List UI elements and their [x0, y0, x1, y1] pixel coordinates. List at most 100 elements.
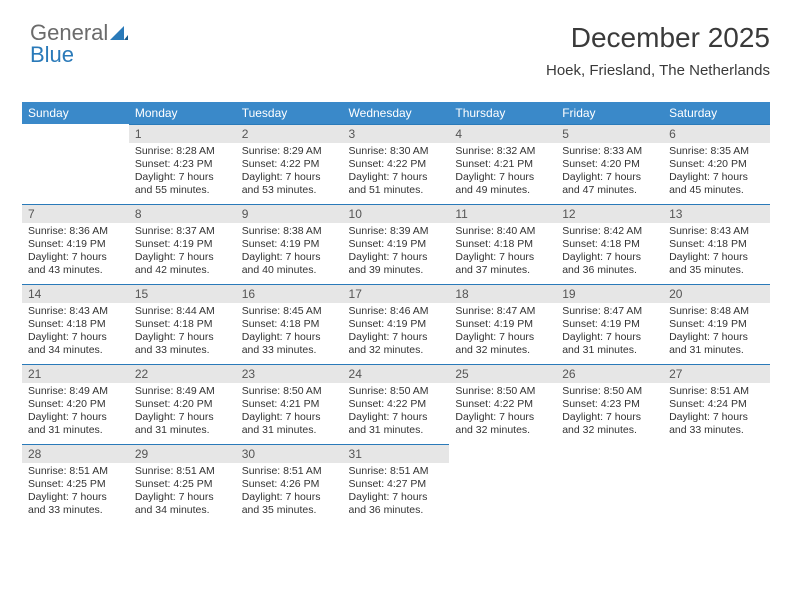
calendar-day-cell: 19Sunrise: 8:47 AMSunset: 4:19 PMDayligh… — [556, 284, 663, 364]
calendar-day-cell: 24Sunrise: 8:50 AMSunset: 4:22 PMDayligh… — [343, 364, 450, 444]
daylight-text: Daylight: 7 hours and 33 minutes. — [242, 331, 337, 357]
location-subtitle: Hoek, Friesland, The Netherlands — [546, 62, 770, 79]
daylight-text: Daylight: 7 hours and 32 minutes. — [562, 411, 657, 437]
day-number: 8 — [129, 204, 236, 223]
day-number: 23 — [236, 364, 343, 383]
weekday-header: Saturday — [663, 102, 770, 124]
calendar-day-cell: 20Sunrise: 8:48 AMSunset: 4:19 PMDayligh… — [663, 284, 770, 364]
calendar-day-cell — [556, 444, 663, 524]
daylight-text: Daylight: 7 hours and 31 minutes. — [669, 331, 764, 357]
daylight-text: Daylight: 7 hours and 34 minutes. — [135, 491, 230, 517]
calendar-week-row: 7Sunrise: 8:36 AMSunset: 4:19 PMDaylight… — [22, 204, 770, 284]
daylight-text: Daylight: 7 hours and 53 minutes. — [242, 171, 337, 197]
daylight-text: Daylight: 7 hours and 31 minutes. — [28, 411, 123, 437]
sunrise-text: Sunrise: 8:51 AM — [669, 385, 764, 398]
sunrise-text: Sunrise: 8:30 AM — [349, 145, 444, 158]
calendar-day-cell: 10Sunrise: 8:39 AMSunset: 4:19 PMDayligh… — [343, 204, 450, 284]
calendar-day-cell: 30Sunrise: 8:51 AMSunset: 4:26 PMDayligh… — [236, 444, 343, 524]
sunset-text: Sunset: 4:18 PM — [242, 318, 337, 331]
daylight-text: Daylight: 7 hours and 31 minutes. — [349, 411, 444, 437]
day-number: 22 — [129, 364, 236, 383]
sunset-text: Sunset: 4:18 PM — [135, 318, 230, 331]
sunrise-text: Sunrise: 8:47 AM — [455, 305, 550, 318]
sunset-text: Sunset: 4:18 PM — [669, 238, 764, 251]
sunset-text: Sunset: 4:23 PM — [135, 158, 230, 171]
sunset-text: Sunset: 4:25 PM — [28, 478, 123, 491]
sunset-text: Sunset: 4:19 PM — [669, 318, 764, 331]
day-number: 3 — [343, 124, 450, 143]
calendar-day-cell: 13Sunrise: 8:43 AMSunset: 4:18 PMDayligh… — [663, 204, 770, 284]
sunset-text: Sunset: 4:22 PM — [349, 158, 444, 171]
daylight-text: Daylight: 7 hours and 36 minutes. — [349, 491, 444, 517]
day-info: Sunrise: 8:43 AMSunset: 4:18 PMDaylight:… — [663, 223, 770, 284]
calendar-day-cell: 9Sunrise: 8:38 AMSunset: 4:19 PMDaylight… — [236, 204, 343, 284]
calendar-day-cell: 4Sunrise: 8:32 AMSunset: 4:21 PMDaylight… — [449, 124, 556, 204]
day-info: Sunrise: 8:46 AMSunset: 4:19 PMDaylight:… — [343, 303, 450, 364]
day-info: Sunrise: 8:50 AMSunset: 4:21 PMDaylight:… — [236, 383, 343, 444]
day-info: Sunrise: 8:49 AMSunset: 4:20 PMDaylight:… — [129, 383, 236, 444]
daylight-text: Daylight: 7 hours and 36 minutes. — [562, 251, 657, 277]
day-number: 18 — [449, 284, 556, 303]
daylight-text: Daylight: 7 hours and 39 minutes. — [349, 251, 444, 277]
day-number: 21 — [22, 364, 129, 383]
sunset-text: Sunset: 4:22 PM — [455, 398, 550, 411]
day-info: Sunrise: 8:48 AMSunset: 4:19 PMDaylight:… — [663, 303, 770, 364]
sunset-text: Sunset: 4:21 PM — [455, 158, 550, 171]
day-number: 10 — [343, 204, 450, 223]
daylight-text: Daylight: 7 hours and 31 minutes. — [242, 411, 337, 437]
sunrise-text: Sunrise: 8:32 AM — [455, 145, 550, 158]
calendar-day-cell: 22Sunrise: 8:49 AMSunset: 4:20 PMDayligh… — [129, 364, 236, 444]
calendar-day-cell: 28Sunrise: 8:51 AMSunset: 4:25 PMDayligh… — [22, 444, 129, 524]
daylight-text: Daylight: 7 hours and 33 minutes. — [669, 411, 764, 437]
sunset-text: Sunset: 4:20 PM — [28, 398, 123, 411]
sunrise-text: Sunrise: 8:51 AM — [135, 465, 230, 478]
sunrise-text: Sunrise: 8:44 AM — [135, 305, 230, 318]
calendar-week-row: 28Sunrise: 8:51 AMSunset: 4:25 PMDayligh… — [22, 444, 770, 524]
sunset-text: Sunset: 4:23 PM — [562, 398, 657, 411]
daylight-text: Daylight: 7 hours and 35 minutes. — [669, 251, 764, 277]
day-number: 24 — [343, 364, 450, 383]
sunrise-text: Sunrise: 8:38 AM — [242, 225, 337, 238]
sunset-text: Sunset: 4:22 PM — [349, 398, 444, 411]
day-number: 9 — [236, 204, 343, 223]
day-info: Sunrise: 8:30 AMSunset: 4:22 PMDaylight:… — [343, 143, 450, 204]
sunrise-text: Sunrise: 8:33 AM — [562, 145, 657, 158]
sunset-text: Sunset: 4:19 PM — [28, 238, 123, 251]
day-info: Sunrise: 8:51 AMSunset: 4:26 PMDaylight:… — [236, 463, 343, 524]
sunset-text: Sunset: 4:18 PM — [455, 238, 550, 251]
daylight-text: Daylight: 7 hours and 49 minutes. — [455, 171, 550, 197]
calendar-day-cell: 18Sunrise: 8:47 AMSunset: 4:19 PMDayligh… — [449, 284, 556, 364]
day-info: Sunrise: 8:50 AMSunset: 4:22 PMDaylight:… — [343, 383, 450, 444]
day-info: Sunrise: 8:50 AMSunset: 4:22 PMDaylight:… — [449, 383, 556, 444]
day-number: 11 — [449, 204, 556, 223]
weekday-header: Monday — [129, 102, 236, 124]
logo-sail-icon — [110, 24, 128, 40]
day-info: Sunrise: 8:28 AMSunset: 4:23 PMDaylight:… — [129, 143, 236, 204]
daylight-text: Daylight: 7 hours and 43 minutes. — [28, 251, 123, 277]
calendar-table: SundayMondayTuesdayWednesdayThursdayFrid… — [22, 102, 770, 524]
sunrise-text: Sunrise: 8:47 AM — [562, 305, 657, 318]
calendar-day-cell: 15Sunrise: 8:44 AMSunset: 4:18 PMDayligh… — [129, 284, 236, 364]
sunrise-text: Sunrise: 8:50 AM — [349, 385, 444, 398]
calendar-header: SundayMondayTuesdayWednesdayThursdayFrid… — [22, 102, 770, 124]
calendar-day-cell: 8Sunrise: 8:37 AMSunset: 4:19 PMDaylight… — [129, 204, 236, 284]
sunset-text: Sunset: 4:18 PM — [28, 318, 123, 331]
sunrise-text: Sunrise: 8:50 AM — [242, 385, 337, 398]
calendar-day-cell: 1Sunrise: 8:28 AMSunset: 4:23 PMDaylight… — [129, 124, 236, 204]
daylight-text: Daylight: 7 hours and 32 minutes. — [455, 411, 550, 437]
sunrise-text: Sunrise: 8:29 AM — [242, 145, 337, 158]
sunrise-text: Sunrise: 8:28 AM — [135, 145, 230, 158]
sunrise-text: Sunrise: 8:50 AM — [455, 385, 550, 398]
calendar-day-cell: 5Sunrise: 8:33 AMSunset: 4:20 PMDaylight… — [556, 124, 663, 204]
calendar-day-cell — [22, 124, 129, 204]
daylight-text: Daylight: 7 hours and 47 minutes. — [562, 171, 657, 197]
day-info: Sunrise: 8:49 AMSunset: 4:20 PMDaylight:… — [22, 383, 129, 444]
sunset-text: Sunset: 4:22 PM — [242, 158, 337, 171]
calendar-day-cell: 2Sunrise: 8:29 AMSunset: 4:22 PMDaylight… — [236, 124, 343, 204]
sunset-text: Sunset: 4:19 PM — [242, 238, 337, 251]
calendar-week-row: 21Sunrise: 8:49 AMSunset: 4:20 PMDayligh… — [22, 364, 770, 444]
calendar-day-cell: 11Sunrise: 8:40 AMSunset: 4:18 PMDayligh… — [449, 204, 556, 284]
calendar-day-cell: 6Sunrise: 8:35 AMSunset: 4:20 PMDaylight… — [663, 124, 770, 204]
day-number: 28 — [22, 444, 129, 463]
day-info: Sunrise: 8:51 AMSunset: 4:25 PMDaylight:… — [22, 463, 129, 524]
